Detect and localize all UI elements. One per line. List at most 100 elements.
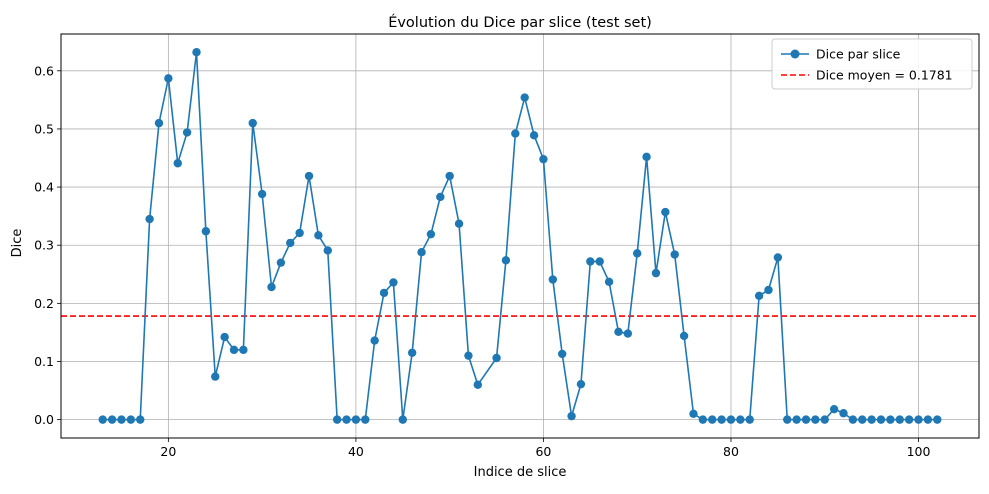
y-tick-label: 0.0: [34, 412, 54, 427]
dice-series-line: [102, 51, 938, 421]
x-tick-label: 60: [535, 444, 551, 459]
y-tick-label: 0.5: [34, 121, 54, 136]
dice-point: [895, 415, 904, 424]
dice-point: [145, 214, 154, 224]
dice-point: [361, 415, 370, 424]
dice-point: [829, 404, 839, 414]
y-tick-label: 0.6: [34, 63, 54, 78]
dice-point: [314, 231, 323, 240]
dice-point: [623, 329, 633, 338]
dice-point: [773, 253, 783, 262]
dice-point: [107, 415, 117, 424]
y-tick-label: 0.4: [34, 180, 54, 195]
dice-point: [736, 415, 745, 424]
dice-point: [529, 131, 539, 140]
dice-point: [351, 415, 361, 424]
dice-point: [211, 372, 220, 381]
dice-point: [492, 353, 501, 363]
dice-point: [576, 379, 586, 389]
dice-point: [426, 229, 436, 239]
dice-point: [126, 415, 136, 424]
dice-point: [933, 415, 942, 424]
dice-point: [304, 171, 314, 181]
x-tick-label: 100: [907, 444, 931, 459]
dice-point: [586, 257, 595, 266]
dice-point: [689, 409, 698, 419]
dice-point: [698, 415, 708, 424]
x-axis-ticks: 20 40 60 80 100: [160, 438, 930, 459]
dice-point: [858, 415, 867, 424]
dice-point: [811, 415, 820, 424]
legend-mean-label: Dice moyen = 0.1781: [816, 68, 953, 83]
dice-point: [436, 192, 445, 202]
dice-point: [239, 345, 248, 355]
dice-point: [886, 415, 895, 424]
dice-point: [642, 152, 651, 162]
dice-point: [445, 171, 454, 181]
legend-box: [771, 38, 973, 90]
dice-point: [454, 219, 464, 228]
plot-frame: [60, 33, 980, 439]
x-tick-label: 20: [160, 444, 176, 459]
dice-point: [267, 282, 276, 292]
dice-point: [286, 238, 295, 248]
dice-point: [464, 351, 473, 360]
dice-point: [708, 415, 717, 424]
dice-point: [229, 345, 239, 355]
dice-point: [661, 207, 670, 217]
dice-point: [332, 415, 342, 424]
dice-point: [717, 415, 726, 424]
y-tick-label: 0.3: [34, 238, 54, 253]
x-tick-label: 40: [348, 444, 364, 459]
dice-point: [792, 415, 801, 424]
dice-point: [914, 415, 923, 424]
legend: Dice par slice Dice moyen = 0.1781: [771, 38, 973, 90]
dice-point: [548, 275, 558, 284]
dice-point: [745, 415, 754, 424]
dice-point: [164, 74, 173, 83]
x-tick-label: 80: [723, 444, 739, 459]
dice-point: [501, 256, 511, 265]
dice-point: [801, 415, 811, 424]
dice-point: [726, 415, 736, 424]
dice-point: [595, 257, 604, 266]
y-axis-label: Dice: [10, 229, 25, 258]
dice-point: [651, 268, 661, 278]
dice-point: [117, 415, 126, 424]
chart-title: Évolution du Dice par slice (test set): [388, 14, 652, 31]
dice-point: [201, 227, 211, 236]
dice-point: [220, 332, 229, 342]
dice-point: [154, 118, 164, 128]
dice-point: [567, 411, 576, 421]
dice-point: [923, 415, 933, 424]
dice-point: [604, 277, 614, 287]
y-axis-ticks: 0.0 0.1 0.2 0.3 0.4 0.5 0.6: [34, 63, 61, 427]
dice-point: [257, 189, 267, 199]
dice-point: [276, 258, 286, 267]
dice-point: [848, 415, 858, 424]
dice-point: [614, 327, 623, 337]
dice-point: [173, 159, 182, 168]
dice-point: [511, 129, 520, 138]
dice-point: [820, 415, 829, 424]
legend-series-label: Dice par slice: [816, 47, 901, 62]
dice-point: [539, 154, 548, 164]
dice-point: [679, 331, 689, 341]
dice-point: [783, 415, 792, 424]
dice-point: [398, 415, 407, 424]
dice-point: [389, 278, 398, 287]
dice-point: [370, 336, 379, 345]
dice-point: [839, 409, 848, 418]
dice-point: [192, 48, 201, 57]
dice-point: [558, 349, 567, 359]
y-tick-label: 0.1: [34, 354, 54, 369]
dice-point: [379, 288, 389, 298]
dice-point: [473, 380, 482, 389]
dice-point: [323, 246, 332, 255]
dice-point: [876, 415, 886, 424]
dice-point: [295, 228, 304, 238]
dice-point: [98, 415, 107, 424]
series-layer: [98, 48, 942, 424]
